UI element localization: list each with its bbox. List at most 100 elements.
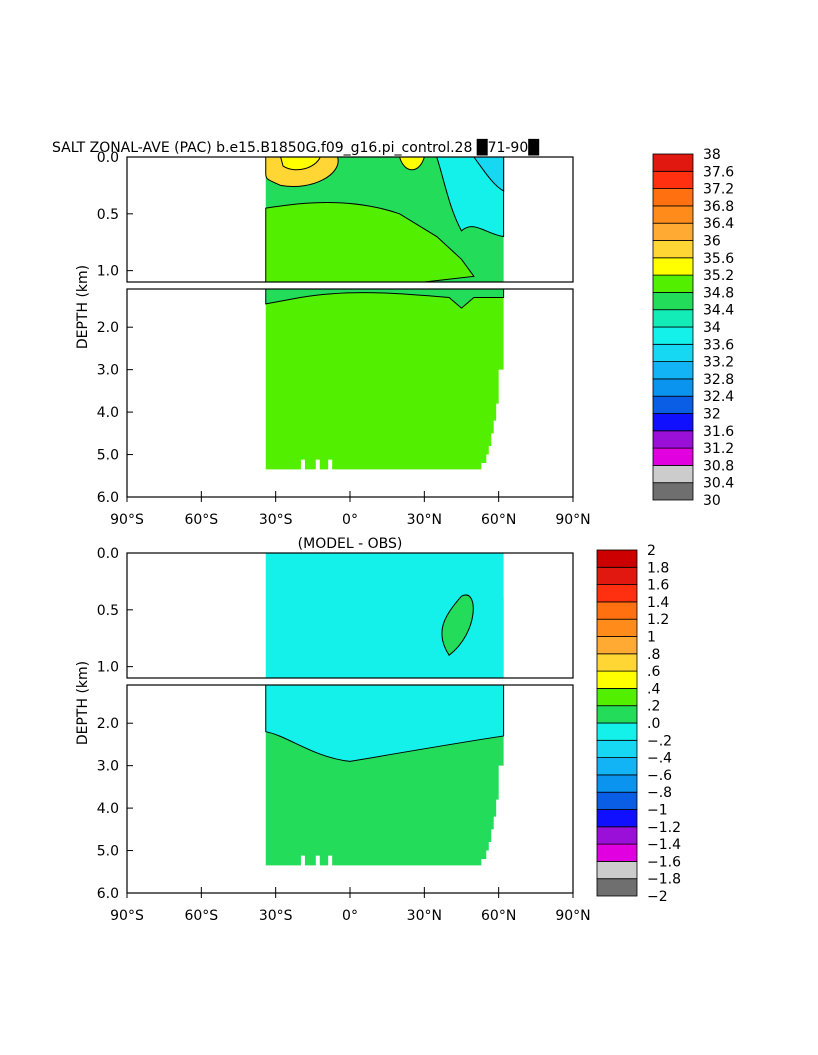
colorbar-swatch (652, 205, 694, 224)
colorbar-swatch (596, 601, 638, 620)
colorbar-swatch (596, 826, 638, 845)
colorbar-label: .0 (647, 716, 660, 732)
colorbar-swatch (596, 878, 638, 897)
difference-panel: (MODEL - OBS)0.00.51.02.03.04.05.06.0DEP… (75, 536, 681, 924)
lower-field (265, 289, 505, 471)
colorbar-label: 1.8 (647, 560, 669, 576)
x-tick-label: 30°N (407, 908, 442, 924)
colorbar-label: −1.6 (647, 854, 681, 870)
colorbar-swatch (596, 809, 638, 828)
colorbar-swatch (652, 343, 694, 362)
seafloor-notch (328, 459, 333, 471)
colorbar-label: 36.4 (703, 216, 734, 232)
colorbar-label: 38 (703, 147, 721, 163)
x-tick-label: 90°S (110, 512, 144, 528)
colorbar-swatch (596, 566, 638, 585)
colorbar-label: −.2 (647, 733, 672, 749)
colorbar-label: 36 (703, 234, 721, 250)
y-tick-label: 6.0 (97, 886, 119, 902)
x-tick-label: 60°N (481, 908, 516, 924)
colorbar-label: −.6 (647, 768, 672, 784)
colorbar-swatch (652, 395, 694, 414)
colorbar-label: .2 (647, 699, 660, 715)
y-tick-label: 0.5 (97, 207, 119, 223)
colorbar-label: 33.2 (703, 355, 734, 371)
x-tick-label: 30°N (407, 512, 442, 528)
colorbar-swatch (652, 413, 694, 432)
seafloor-notch (300, 459, 305, 471)
colorbar-swatch (652, 482, 694, 501)
y-axis-label: DEPTH (km) (75, 661, 91, 745)
colorbar-swatch (596, 705, 638, 724)
colorbar-swatch (652, 326, 694, 345)
colorbar-label: −1.8 (647, 872, 681, 888)
seafloor-notch (300, 855, 305, 867)
colorbar-swatch (596, 774, 638, 793)
colorbar-label: 34.8 (703, 285, 734, 301)
region-upper-deep (265, 201, 475, 282)
upper-frame (126, 156, 574, 283)
y-tick-label: 0.0 (97, 546, 119, 562)
upper-field (265, 553, 504, 678)
colorbar-swatch (596, 722, 638, 741)
x-tick-label: 90°N (555, 512, 590, 528)
y-tick-label: 4.0 (97, 801, 119, 817)
colorbar-label: −.8 (647, 785, 672, 801)
colorbar-label: 34 (703, 320, 721, 336)
y-tick-label: 1.0 (97, 264, 119, 280)
x-tick-label: 60°S (184, 512, 218, 528)
colorbar-swatch (596, 549, 638, 568)
colorbar-swatch (652, 274, 694, 293)
colorbar-label: −1.4 (647, 837, 681, 853)
region-north-lower (473, 157, 505, 192)
colorbar-label: 32 (703, 407, 721, 423)
y-tick-label: 3.0 (97, 363, 119, 379)
x-tick-label: 90°S (110, 908, 144, 924)
colorbar-swatch (596, 791, 638, 810)
colorbar-swatch (652, 240, 694, 259)
colorbar-swatch (652, 257, 694, 276)
colorbar-label: 33.6 (703, 337, 734, 353)
colorbar-swatch (596, 757, 638, 776)
colorbar-label: 31.6 (703, 424, 734, 440)
colorbar-label: .6 (647, 664, 660, 680)
x-tick-label: 60°S (184, 908, 218, 924)
colorbar-swatch (652, 188, 694, 207)
y-tick-label: 6.0 (97, 490, 119, 506)
y-tick-label: 5.0 (97, 844, 119, 860)
region-lower-deep (265, 289, 504, 470)
colorbar-label: 37.6 (703, 164, 734, 180)
colorbar-swatch (652, 222, 694, 241)
colorbar-label: 1.6 (647, 578, 669, 594)
x-tick-label: 60°N (481, 512, 516, 528)
colorbar-swatch (652, 170, 694, 190)
colorbar-label: 1 (647, 630, 656, 646)
x-tick-label: 0° (342, 908, 358, 924)
colorbar-label: 1.2 (647, 612, 669, 628)
colorbar-label: 30 (703, 493, 721, 509)
colorbar-label: 37.2 (703, 182, 734, 198)
y-tick-label: 3.0 (97, 759, 119, 775)
y-tick-label: 0.5 (97, 603, 119, 619)
colorbar-label: .8 (647, 647, 660, 663)
colorbar-label: −1.2 (647, 820, 681, 836)
colorbar-swatch (596, 618, 638, 637)
region-north-low (436, 157, 505, 238)
y-tick-label: 4.0 (97, 405, 119, 421)
chart-title: SALT ZONAL-AVE (PAC) b.e15.B1850G.f09_g1… (52, 138, 539, 156)
region-lower-negative (265, 685, 505, 762)
colorbar-label: 34.4 (703, 303, 734, 319)
x-tick-label: 30°S (259, 908, 293, 924)
colorbar-swatch (652, 361, 694, 380)
colorbar-label: .4 (647, 681, 660, 697)
salinity-panel: SALT ZONAL-AVE (PAC) b.e15.B1850G.f09_g1… (52, 138, 734, 528)
region-upper-positive (441, 594, 474, 656)
x-tick-label: 90°N (555, 908, 590, 924)
lower-field (265, 685, 505, 867)
upper-field (265, 157, 505, 282)
x-tick-label: 0° (342, 512, 358, 528)
colorbar-swatch (596, 636, 638, 655)
colorbar-label: 32.8 (703, 372, 734, 388)
region-lower-upperband (265, 289, 505, 309)
